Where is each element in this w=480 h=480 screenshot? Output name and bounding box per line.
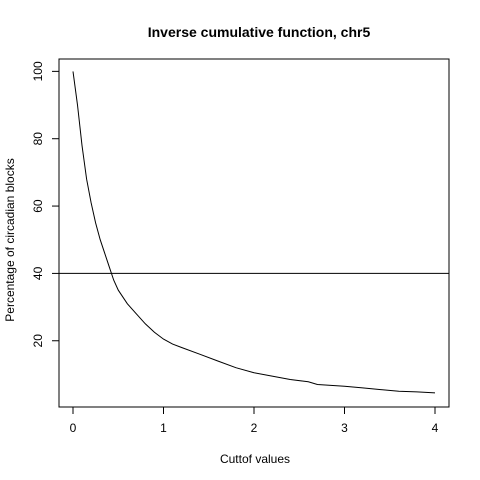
x-tick-label: 4 xyxy=(432,421,439,435)
chart-title: Inverse cumulative function, chr5 xyxy=(148,24,371,40)
y-tick-label: 100 xyxy=(31,61,45,81)
y-tick-label: 40 xyxy=(31,266,45,280)
series-line xyxy=(72,71,436,394)
x-axis-label: Cuttof values xyxy=(220,452,290,466)
x-tick-label: 3 xyxy=(341,421,348,435)
y-tick-label: 80 xyxy=(31,132,45,146)
y-tick-label: 20 xyxy=(31,334,45,348)
y-tick-label: 60 xyxy=(31,199,45,213)
x-tick-label: 2 xyxy=(251,421,258,435)
plot-frame xyxy=(58,58,450,408)
x-tick-label: 1 xyxy=(160,421,167,435)
x-tick-label: 0 xyxy=(70,421,77,435)
y-axis-label: Percentage of circadian blocks xyxy=(3,158,17,321)
